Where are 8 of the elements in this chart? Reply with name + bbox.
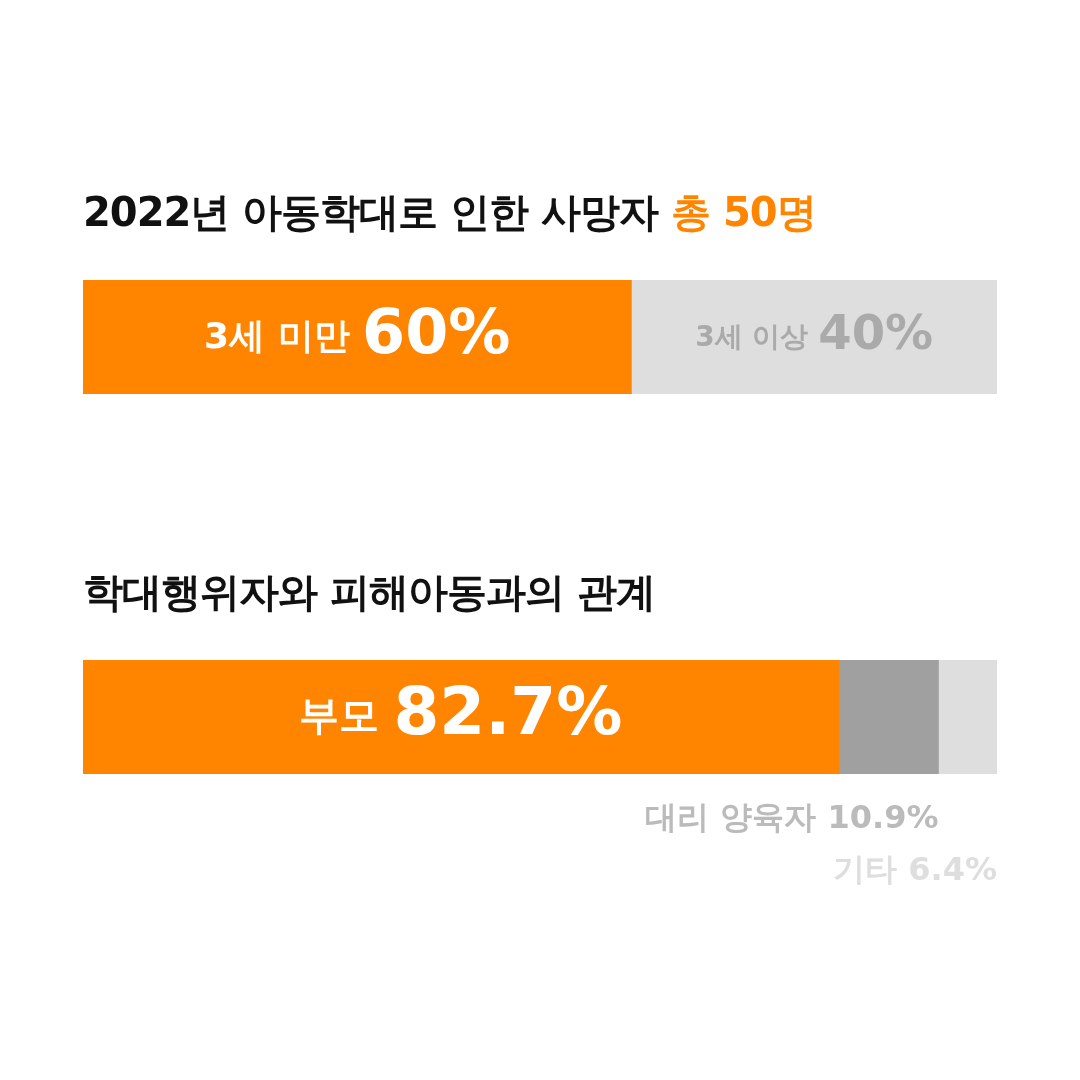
text: 대리 양육자 10.9% xyxy=(645,798,939,837)
chart-subtitle: 총 50명 xyxy=(670,189,816,235)
data-label: 82.7% xyxy=(393,673,623,751)
series-label: 3세 미만 xyxy=(203,315,363,357)
data-label: 60% xyxy=(362,295,511,369)
chart-title: 2022년 아동학대로 인한 사망자 xyxy=(83,189,659,235)
chart-title: 학대행위자와 피해아동과의 관계 xyxy=(83,568,656,617)
series-label: 부모 xyxy=(299,692,394,739)
